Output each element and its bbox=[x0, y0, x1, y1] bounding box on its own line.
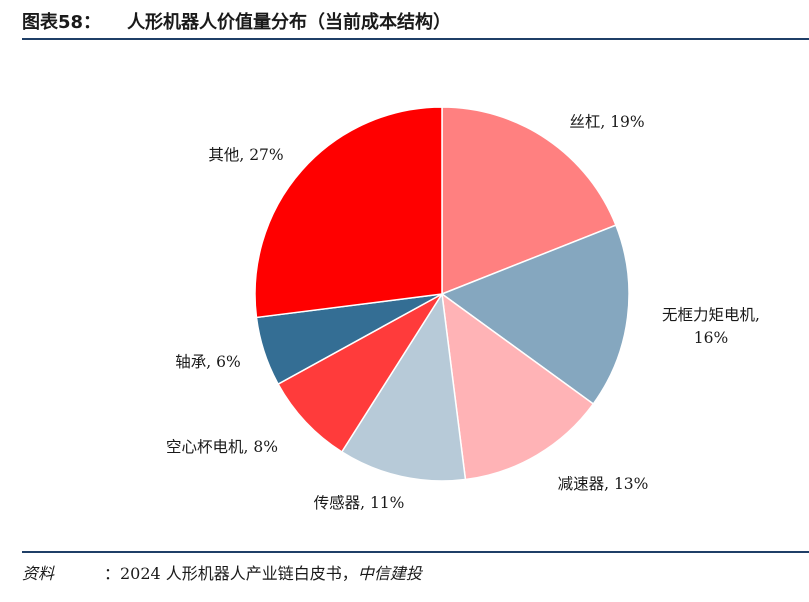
pie-slice bbox=[277, 293, 443, 453]
slice-label: 无框力矩电机, 16% bbox=[662, 306, 760, 347]
source-org: 中信建投 bbox=[357, 564, 422, 583]
pie-slice bbox=[254, 106, 443, 319]
figure-title: 图表58： 人形机器人价值量分布（当前成本结构） bbox=[22, 8, 809, 38]
slice-label: 减速器, 13% bbox=[558, 475, 649, 493]
slice-label: 传感器, 11% bbox=[314, 494, 405, 512]
slice-label-line: 传感器, 11% bbox=[314, 494, 405, 512]
slice-label-line: 无框力矩电机, bbox=[662, 306, 760, 324]
figure-number: 图表58： bbox=[22, 12, 102, 33]
pie-slice bbox=[441, 292, 595, 481]
bottom-divider bbox=[22, 551, 809, 553]
pie-slice bbox=[340, 291, 467, 482]
slice-label: 其他, 27% bbox=[208, 146, 283, 164]
pie-slice bbox=[441, 106, 617, 296]
slice-label-line: 其他, 27% bbox=[208, 146, 283, 164]
slice-label-line: 空心杯电机, 8% bbox=[166, 438, 278, 456]
chart-title: 人形机器人价值量分布（当前成本结构） bbox=[127, 12, 452, 33]
source-note: 资料 ：2024 人形机器人产业链白皮书，中信建投 bbox=[22, 560, 422, 588]
slice-label-line: 丝杠, 19% bbox=[569, 113, 644, 131]
slice-label: 丝杠, 19% bbox=[569, 113, 644, 131]
slice-label-line: 减速器, 13% bbox=[558, 475, 649, 493]
slice-label: 空心杯电机, 8% bbox=[166, 438, 278, 456]
pie-chart: 丝杠, 19% 无框力矩电机, 16% 减速器, 13% 传感器, 11% 空心杯电机, … bbox=[166, 106, 760, 512]
slice-label-line: 16% bbox=[694, 329, 728, 347]
slice-label-line: 轴承, 6% bbox=[175, 353, 240, 371]
pie-slice bbox=[440, 224, 630, 405]
source-text: ：2024 人形机器人产业链白皮书， bbox=[104, 564, 358, 583]
slice-label: 轴承, 6% bbox=[175, 353, 240, 371]
top-divider bbox=[22, 38, 809, 40]
source-label: 资料 bbox=[22, 564, 55, 583]
